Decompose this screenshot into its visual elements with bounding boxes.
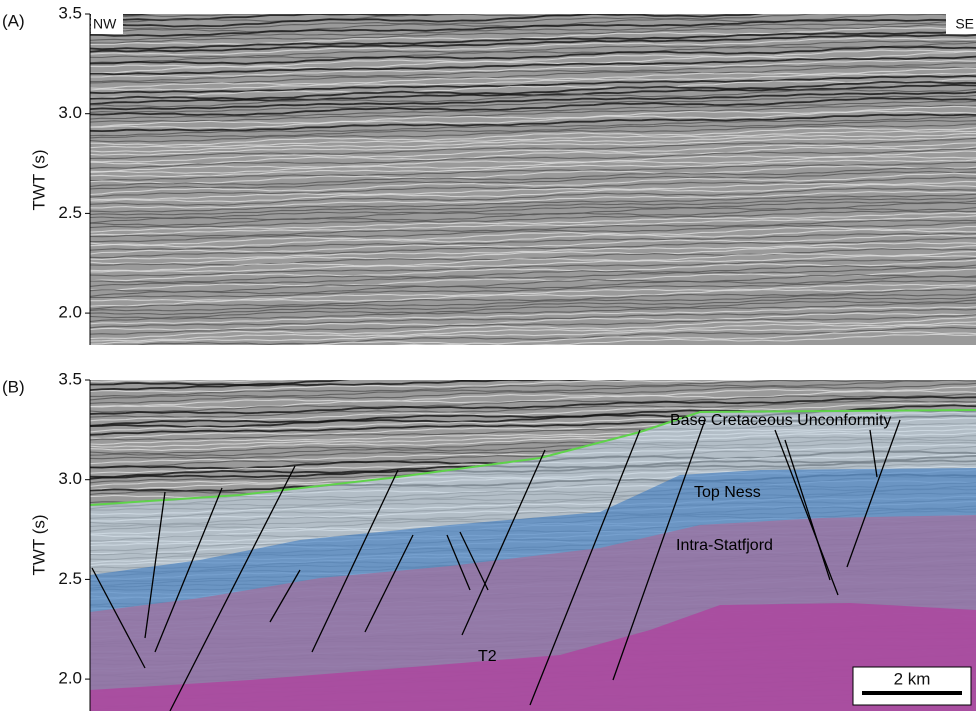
reflector (90, 352, 976, 371)
y-tick-label: 3.5 (58, 369, 82, 388)
reflector (90, 0, 976, 12)
y-tick-label: 3.5 (58, 3, 82, 22)
y-tick-label: 2.5 (58, 569, 82, 588)
horizon-label: Base Cretaceous Unconformity (670, 412, 891, 429)
y-tick-label: 2.0 (58, 669, 82, 688)
figure: NW SE (A) (B) TWT (s) TWT (s) Base Creta… (0, 0, 976, 718)
reflector (90, 355, 976, 374)
reflector (90, 0, 976, 16)
direction-nw: NW (93, 16, 117, 32)
direction-se: SE (955, 16, 974, 32)
y-tick-label: 3.0 (58, 469, 82, 488)
y-axis-label: TWT (s) (29, 149, 48, 210)
y-tick-label: 2.5 (58, 203, 82, 222)
reflector (90, 359, 976, 376)
reflector (90, 362, 976, 380)
horizon-label: Top Ness (694, 484, 761, 501)
horizon-label: T2 (478, 648, 497, 665)
reflector (90, 0, 976, 6)
y-axis-label: TWT (s) (29, 514, 48, 575)
scale-label: 2 km (894, 669, 931, 688)
panel-label: (A) (2, 11, 25, 30)
y-tick-label: 2.0 (58, 303, 82, 322)
reflector (90, 0, 976, 15)
panel-label: (B) (2, 377, 25, 396)
y-tick-label: 3.0 (58, 103, 82, 122)
reflector (90, 365, 976, 382)
reflector (90, 0, 976, 4)
horizon-label: Intra-Statfjord (676, 537, 773, 554)
